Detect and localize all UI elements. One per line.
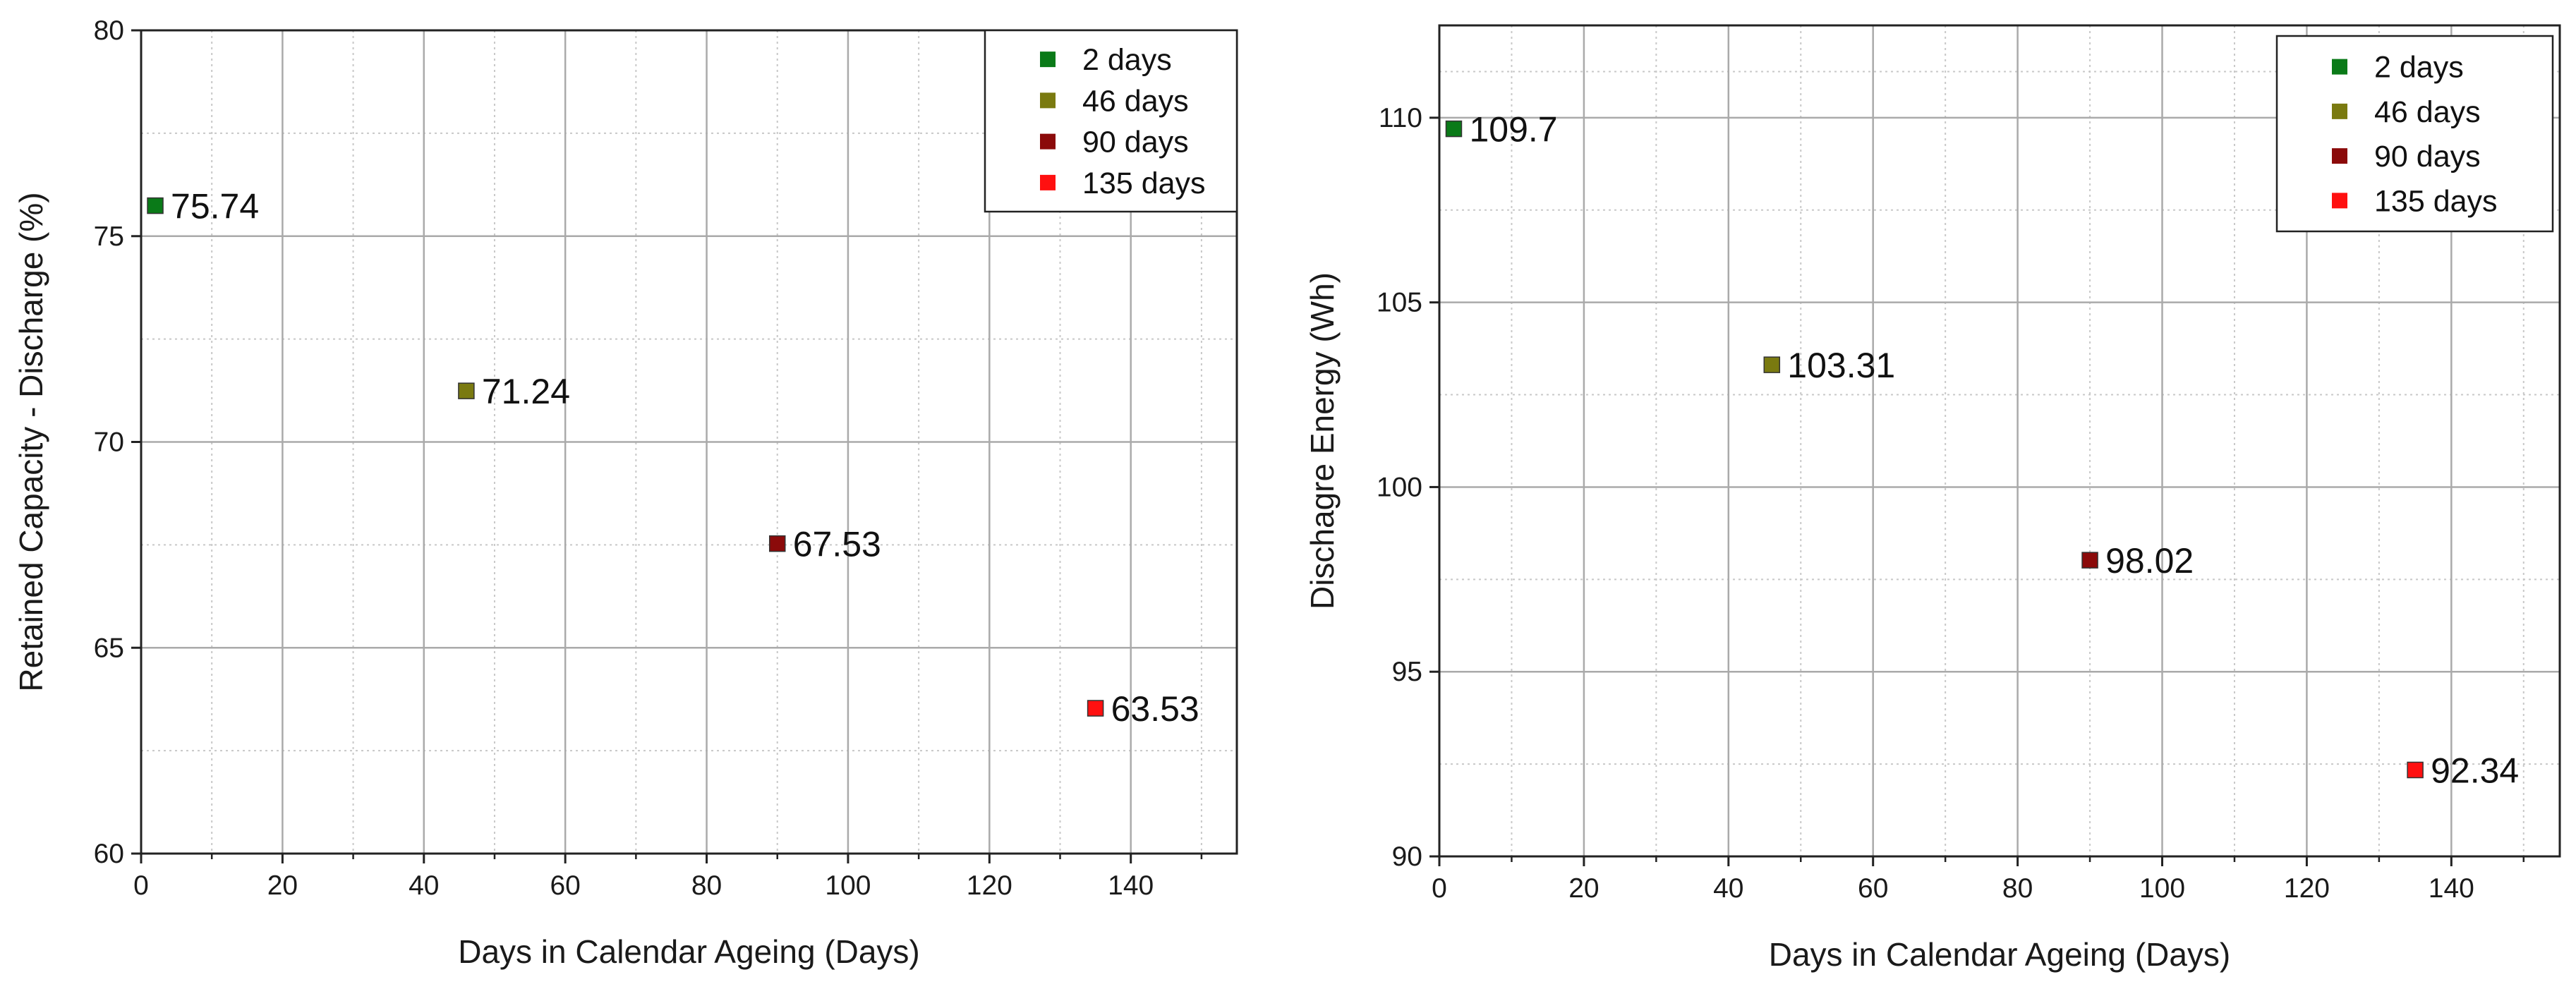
data-label-4: 63.53	[1111, 689, 1199, 729]
y-tick-label: 80	[94, 16, 124, 46]
legend-label-1: 2 days	[1082, 43, 1172, 77]
legend-label-1: 2 days	[2374, 51, 2464, 85]
legend-marker-4	[1040, 174, 1056, 190]
x-axis-title: Days in Calendar Ageing (Days)	[1769, 936, 2231, 973]
data-label-4: 92.34	[2431, 751, 2519, 790]
data-point-4	[2407, 761, 2424, 779]
data-point-3	[768, 535, 786, 552]
chart-panel-2: 0 20 40 60 80 100 120 140 90 95 100 105 110 Days in C…	[1304, 24, 2561, 973]
y-tick-label: 60	[94, 839, 124, 869]
x-tick-label: 0	[1432, 873, 1447, 904]
y-tick-label: 70	[94, 427, 124, 458]
data-label-2: 103.31	[1787, 346, 1895, 385]
y-tick-label: 100	[1377, 472, 1422, 502]
data-label-3: 98.02	[2105, 541, 2194, 581]
legend-label-3: 90 days	[2374, 140, 2481, 174]
data-label-3: 67.53	[793, 525, 881, 564]
x-tick-label: 80	[691, 870, 722, 901]
legend-marker-1	[1040, 51, 1056, 68]
legend-marker-3	[1040, 133, 1056, 150]
data-point-1	[147, 197, 164, 214]
legend-label-4: 135 days	[1082, 166, 1206, 200]
x-tick-label: 120	[967, 870, 1012, 901]
x-tick-label: 0	[133, 870, 149, 901]
legend-marker-4	[2332, 193, 2347, 209]
x-tick-label: 40	[1713, 873, 1743, 904]
legend: 2 days 46 days 90 days 135 days	[2275, 35, 2554, 233]
y-axis-title: Retained Capacity - Discharge (%)	[13, 192, 49, 691]
data-point-2	[1763, 356, 1781, 373]
x-tick-label: 140	[2429, 873, 2474, 904]
legend-marker-2	[1040, 92, 1056, 109]
x-tick-label: 60	[1858, 873, 1888, 904]
x-tick-label: 20	[267, 870, 298, 901]
y-tick-label: 75	[94, 222, 124, 252]
x-tick-label: 60	[550, 870, 580, 901]
x-axis-title: Days in Calendar Ageing (Days)	[458, 933, 920, 970]
legend-marker-3	[2332, 148, 2347, 164]
y-tick-label: 95	[1392, 657, 1422, 687]
y-tick-label: 65	[94, 633, 124, 663]
legend-marker-2	[2332, 103, 2347, 119]
y-tick-label: 105	[1377, 288, 1422, 318]
legend-label-4: 135 days	[2374, 184, 2498, 218]
x-tick-label: 40	[409, 870, 439, 901]
data-point-1	[1445, 120, 1463, 138]
chart-panel-1: 0 20 40 60 80 100 120 140 60 65 70 75 80 Days in Cale…	[13, 16, 1238, 970]
data-label-2: 71.24	[482, 372, 570, 411]
legend-label-3: 90 days	[1082, 126, 1189, 159]
x-tick-label: 140	[1108, 870, 1154, 901]
x-tick-label: 100	[2139, 873, 2185, 904]
legend-label-2: 46 days	[1082, 84, 1189, 118]
x-tick-label: 20	[1568, 873, 1599, 904]
data-label-1: 75.74	[171, 187, 259, 226]
y-tick-label: 90	[1392, 842, 1422, 872]
y-axis-title: Dischagre Energy (Wh)	[1304, 272, 1341, 609]
x-tick-label: 120	[2284, 873, 2330, 904]
data-point-3	[2081, 552, 2098, 569]
legend: 2 days 46 days 90 days 135 days	[984, 29, 1238, 213]
plot-frame	[1438, 24, 2561, 858]
legend-marker-1	[2332, 59, 2347, 75]
x-tick-label: 100	[825, 870, 871, 901]
legend-box	[984, 29, 1238, 213]
y-tick-label: 110	[1379, 103, 1422, 133]
data-point-4	[1087, 700, 1104, 717]
data-label-1: 109.7	[1469, 110, 1557, 150]
x-tick-label: 80	[2002, 873, 2033, 904]
data-point-2	[458, 382, 475, 399]
legend-box	[2275, 35, 2554, 233]
legend-label-2: 46 days	[2374, 95, 2481, 129]
